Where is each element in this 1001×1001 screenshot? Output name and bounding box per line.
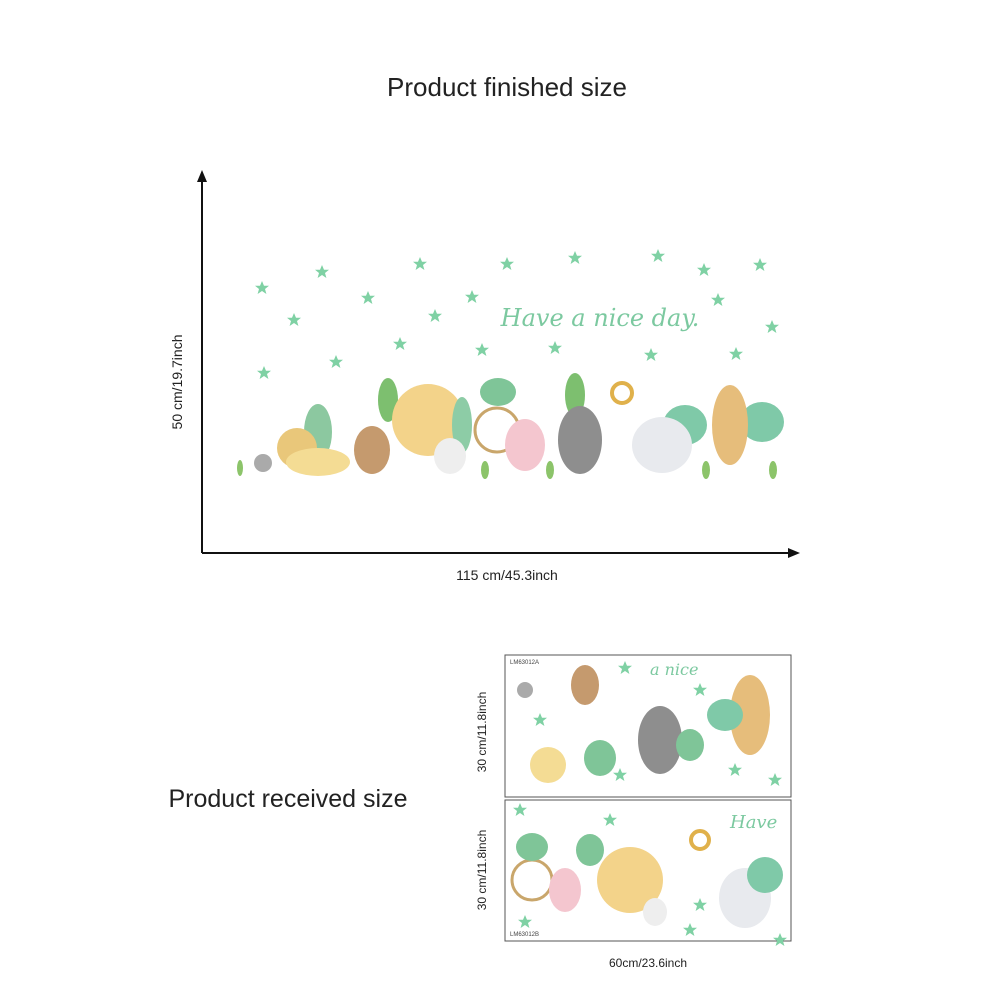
shape [546,461,554,479]
shape [434,438,466,474]
shape [597,847,663,913]
shape [610,381,634,405]
shape [584,740,616,776]
arrow-head [197,170,207,182]
sheet-art [510,661,787,946]
shape [638,706,682,774]
shape [505,419,545,471]
shape [452,397,472,453]
shape [510,858,554,902]
shape [237,460,243,476]
shape [558,406,602,474]
shape [576,834,604,866]
shape [730,675,770,755]
shape [643,898,667,926]
shape [516,833,548,861]
caption: Have a nice day. [500,304,700,332]
illustration [237,373,784,479]
height-label: 50 cm/19.7inch [169,335,185,430]
shape [481,461,489,479]
title: Product finished size [387,72,627,102]
shape [392,384,464,456]
shape [712,385,748,465]
arrow-head [788,548,800,558]
shape [571,665,599,705]
shape [237,460,777,479]
shape [689,829,711,851]
sheet-code: LM63012A [510,660,539,666]
width-label: 115 cm/45.3inch [456,567,558,583]
sheet-height-label: 30 cm/11.8inch [475,692,489,773]
shape [702,461,710,479]
shape [707,699,743,731]
shape [740,402,784,442]
shape [530,747,566,783]
sheet-text: Have [729,812,777,833]
shape [549,868,581,912]
dimension-axes [201,180,792,554]
sheet-height-label: 30 cm/11.8inch [475,830,489,911]
shape [354,426,390,474]
shape [286,448,350,476]
shape [769,461,777,479]
shape [632,417,692,473]
sheet-width-label: 60cm/23.6inch [609,956,687,970]
shape [480,378,516,406]
shape [747,857,783,893]
shape [676,729,704,761]
shape [254,454,272,472]
sheet-code: LM63012B [510,932,539,938]
received-title: Product received size [168,785,407,813]
shape [378,378,398,422]
shape [517,682,533,698]
sheet-text: a nice [650,660,698,679]
